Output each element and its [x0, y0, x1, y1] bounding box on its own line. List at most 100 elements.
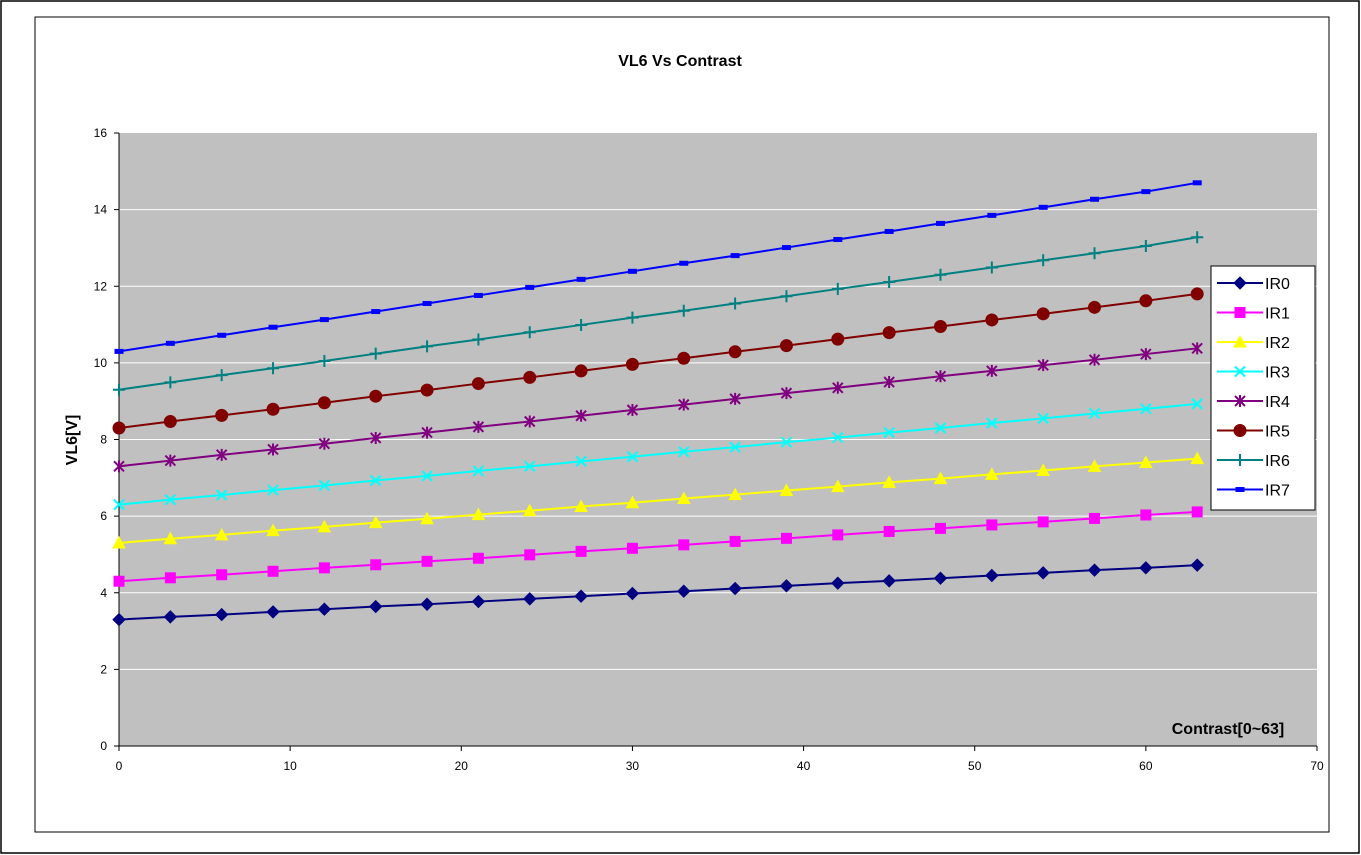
- data-point-ir6: [113, 383, 125, 396]
- data-point-ir7: [217, 332, 227, 338]
- data-point-ir7: [1038, 204, 1048, 210]
- data-point-ir3: [1140, 403, 1152, 415]
- data-point-ir0: [471, 594, 486, 609]
- series-ir7: [114, 180, 1202, 354]
- data-point-ir3: [1191, 398, 1203, 410]
- legend-label: IR6: [1265, 453, 1290, 470]
- data-point-ir5: [215, 408, 229, 422]
- data-point-ir2: [420, 511, 434, 525]
- data-point-ir6: [626, 311, 639, 324]
- data-point-ir5: [420, 383, 434, 397]
- data-point-ir3: [883, 426, 895, 439]
- data-point-ir0: [625, 586, 640, 601]
- gridlines: [119, 209, 1317, 670]
- data-point-ir6: [215, 369, 228, 382]
- data-point-ir5: [266, 402, 280, 416]
- data-point-ir4: [267, 443, 279, 456]
- data-point-ir3: [780, 436, 793, 448]
- data-point-ir1: [626, 542, 638, 554]
- data-point-ir5: [317, 396, 331, 410]
- data-point-ir7: [781, 245, 791, 251]
- y-tick-label: 14: [94, 203, 108, 217]
- data-point-ir2: [266, 523, 280, 537]
- data-point-ir3: [370, 474, 382, 487]
- data-point-ir0: [266, 605, 280, 619]
- axes: 0 2 4 6 8 10 12 14 16 0 10 20 30 40 50 60 70: [94, 126, 1324, 773]
- legend-label: IR1: [1265, 306, 1290, 323]
- data-point-ir2: [625, 495, 640, 509]
- data-point-ir3: [729, 441, 741, 453]
- data-point-ir3: [421, 470, 433, 482]
- data-point-ir0: [985, 568, 999, 583]
- data-point-ir2: [1190, 451, 1205, 465]
- legend-swatch-marker: [1233, 424, 1247, 437]
- data-point-ir1: [883, 525, 895, 537]
- data-point-ir2: [317, 519, 332, 533]
- data-point-ir7: [987, 212, 997, 218]
- data-point-ir1: [678, 539, 690, 551]
- legend-item-ir7: IR7: [1217, 483, 1290, 500]
- series-line-ir3: [118, 402, 1198, 506]
- x-tick-label: 30: [626, 759, 640, 773]
- data-point-ir1: [370, 559, 382, 571]
- data-point-ir4: [1037, 359, 1049, 372]
- data-point-ir0: [728, 581, 742, 596]
- data-point-ir7: [1090, 196, 1100, 202]
- legend-label: IR7: [1265, 483, 1290, 500]
- legend-swatch-marker: [1233, 276, 1247, 290]
- series-ir4: [113, 342, 1203, 473]
- data-point-ir2: [830, 479, 845, 493]
- y-tick-label: 12: [94, 279, 108, 293]
- legend-box: [1210, 265, 1316, 511]
- data-point-ir5: [779, 339, 793, 353]
- legend-label: IR3: [1265, 365, 1290, 382]
- data-point-ir1: [318, 562, 330, 574]
- data-point-ir2: [112, 535, 126, 549]
- data-point-ir1: [832, 529, 844, 541]
- data-point-ir4: [318, 437, 331, 450]
- legend-swatch-marker: [1233, 334, 1247, 348]
- data-point-ir0: [1087, 563, 1102, 577]
- data-point-ir5: [471, 377, 485, 391]
- data-point-ir4: [986, 364, 998, 377]
- data-point-ir4: [780, 387, 793, 400]
- data-point-ir2: [779, 483, 794, 496]
- data-point-ir7: [319, 317, 329, 323]
- data-point-ir5: [985, 313, 999, 327]
- data-point-ir2: [933, 471, 948, 485]
- data-point-ir7: [165, 340, 175, 346]
- data-point-ir7: [730, 253, 740, 259]
- data-point-ir6: [729, 297, 742, 310]
- legend-swatch-marker: [1234, 307, 1246, 318]
- data-point-ir7: [422, 300, 432, 306]
- data-point-ir5: [1139, 294, 1153, 308]
- legend: IR0 IR1 IR2 IR3 IR4 IR5 IR6 IR7: [1210, 265, 1316, 511]
- data-point-ir4: [934, 370, 947, 383]
- data-point-ir6: [780, 290, 793, 303]
- data-point-ir1: [780, 532, 792, 544]
- data-point-ir4: [472, 420, 485, 433]
- y-tick-label: 8: [100, 433, 107, 447]
- data-point-ir2: [368, 515, 383, 529]
- data-point-ir6: [985, 261, 998, 274]
- data-point-ir5: [112, 421, 126, 435]
- data-point-ir1: [575, 545, 587, 557]
- data-point-ir6: [421, 340, 434, 353]
- data-point-ir3: [832, 431, 844, 444]
- data-point-ir7: [884, 228, 894, 234]
- data-point-ir0: [369, 599, 383, 614]
- data-point-ir1: [267, 565, 279, 577]
- data-point-ir3: [267, 484, 279, 496]
- y-axis-title: VL6[V]: [64, 415, 81, 466]
- data-point-ir1: [216, 569, 228, 581]
- data-point-ir6: [1088, 247, 1101, 260]
- y-tick-label: 4: [100, 586, 107, 600]
- legend-item-ir1: IR1: [1217, 306, 1290, 323]
- y-tick-label: 6: [100, 509, 107, 523]
- legend-label: IR5: [1265, 424, 1290, 441]
- legend-item-ir4: IR4: [1217, 394, 1290, 411]
- data-point-ir3: [934, 422, 947, 434]
- data-point-ir7: [1141, 189, 1151, 195]
- data-point-ir0: [163, 610, 178, 624]
